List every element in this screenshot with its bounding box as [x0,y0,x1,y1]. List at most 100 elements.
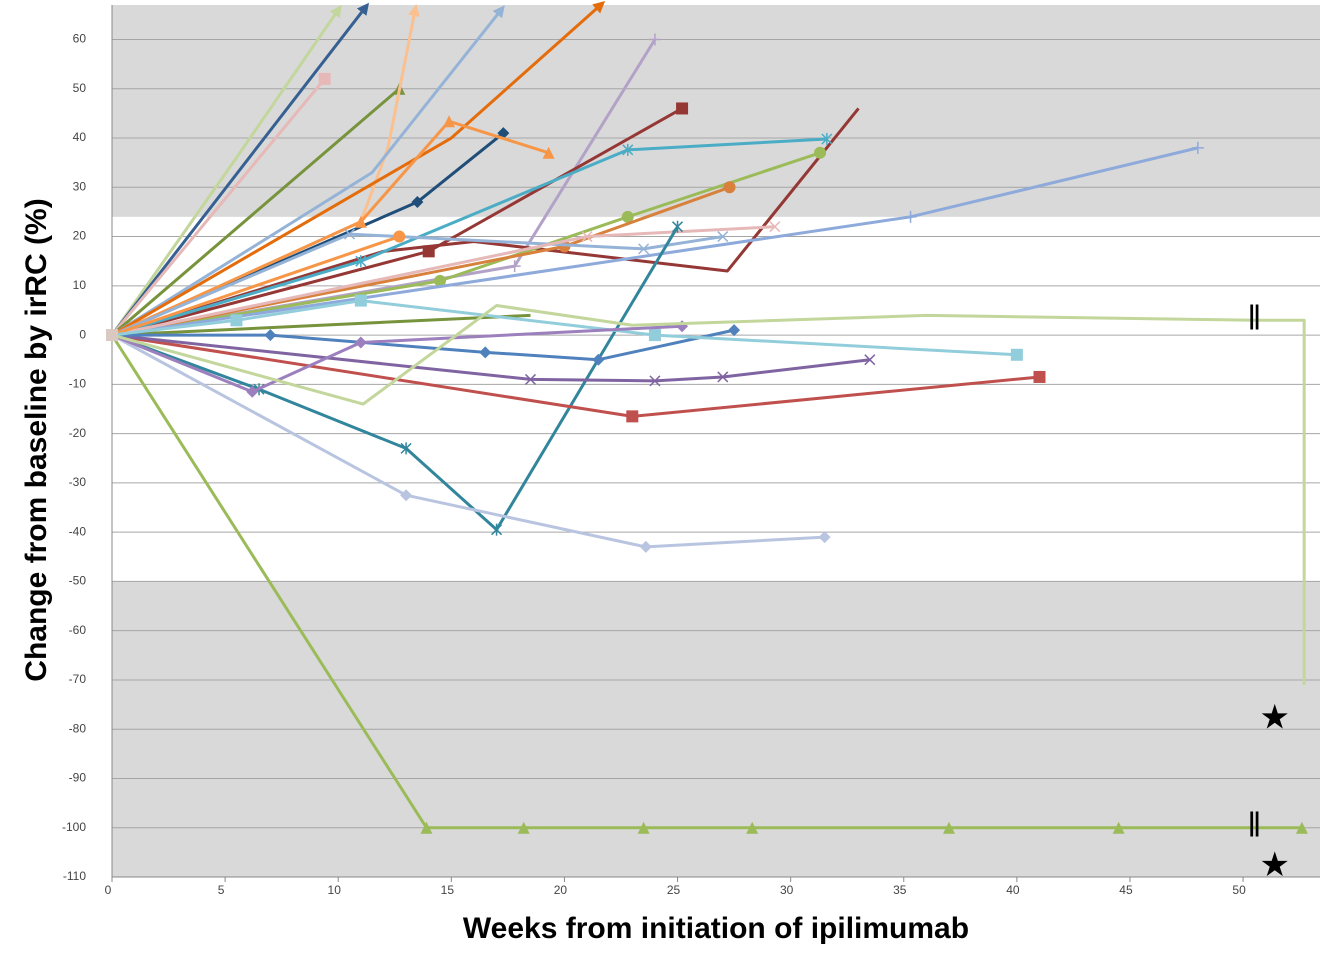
annotation: ‖ [1247,299,1261,337]
point [746,821,759,834]
point [728,324,741,337]
series-line [111,1,606,337]
point [639,540,652,553]
point [400,442,412,455]
point [479,346,492,359]
annotation: ★ [1260,698,1290,736]
y-tick-label: -100 [62,820,86,834]
series-line [111,5,505,337]
point [1112,821,1125,834]
point [672,220,684,233]
point [400,489,413,502]
point [622,143,634,156]
point [434,274,447,287]
y-tick-label: -50 [69,574,87,588]
point [411,196,424,209]
y-tick-label: 60 [73,32,87,46]
y-tick-label: 0 [79,327,86,341]
y-tick-label: -110 [63,869,86,883]
x-tick-label: 45 [1119,883,1133,897]
point [354,215,367,228]
y-tick-label: -80 [69,721,87,735]
annotation: ★ [1260,846,1290,884]
point [230,314,243,327]
y-tick-label: 20 [73,229,87,243]
point [508,260,521,273]
x-tick-label: 50 [1232,883,1246,897]
point [542,146,555,159]
series-line [111,137,827,337]
x-tick-label: 40 [1006,883,1020,897]
y-tick-label: -10 [69,377,87,391]
point [648,33,661,46]
point [676,102,689,115]
x-tick-label: 20 [554,883,568,897]
point [648,329,661,342]
point [814,146,827,159]
x-axis-label: Weeks from initiation of ipilimumab [463,912,969,945]
x-tick-label: 0 [105,883,112,897]
series-line [111,119,550,337]
annotation: ‖ [1247,807,1261,845]
series-line [111,235,400,337]
point [626,410,639,423]
y-tick-label: -60 [69,623,87,637]
point [422,245,435,258]
y-tick-label: 30 [73,179,87,193]
series-line [110,4,342,336]
point [581,231,593,243]
shaded-region [112,5,1320,217]
point [638,243,650,255]
point [649,375,661,387]
point [246,385,259,398]
point [592,353,605,366]
point [637,821,650,834]
series-line [111,304,1306,685]
series-line [111,333,825,549]
y-tick-label: -40 [69,524,87,538]
point [1191,141,1204,154]
point [264,329,277,342]
point [621,210,634,223]
series-line [110,334,1302,830]
point [943,821,956,834]
point [491,523,503,536]
point [355,255,367,268]
x-tick-label: 10 [328,883,342,897]
point [1033,370,1046,383]
point [1010,348,1023,361]
y-tick-label: -90 [69,771,87,785]
y-tick-label: -20 [69,426,87,440]
point [723,181,736,194]
series-line [110,2,370,336]
point [393,230,406,243]
origin-point [106,329,118,342]
point [343,228,356,240]
point [864,354,876,366]
y-axis-label: Change from baseline by irRC (%) [20,198,53,681]
point [769,221,781,233]
series-line [110,77,326,337]
point [354,336,367,349]
point [821,133,833,146]
point [517,821,530,834]
y-tick-label: 40 [73,130,87,144]
x-tick-label: 25 [667,883,681,897]
series-line [111,324,683,394]
point [904,210,917,223]
series-line [111,87,401,337]
point [420,821,433,834]
point [318,72,331,85]
y-tick-label: -30 [69,475,87,489]
point [354,294,367,307]
y-tick-label: -70 [69,672,87,686]
y-tick-label: 10 [73,278,87,292]
point [717,231,729,243]
x-tick-label: 30 [780,883,794,897]
point [443,115,456,128]
point [818,531,831,544]
y-tick-label: 50 [73,81,87,95]
series-line [111,232,724,337]
point [524,373,537,385]
